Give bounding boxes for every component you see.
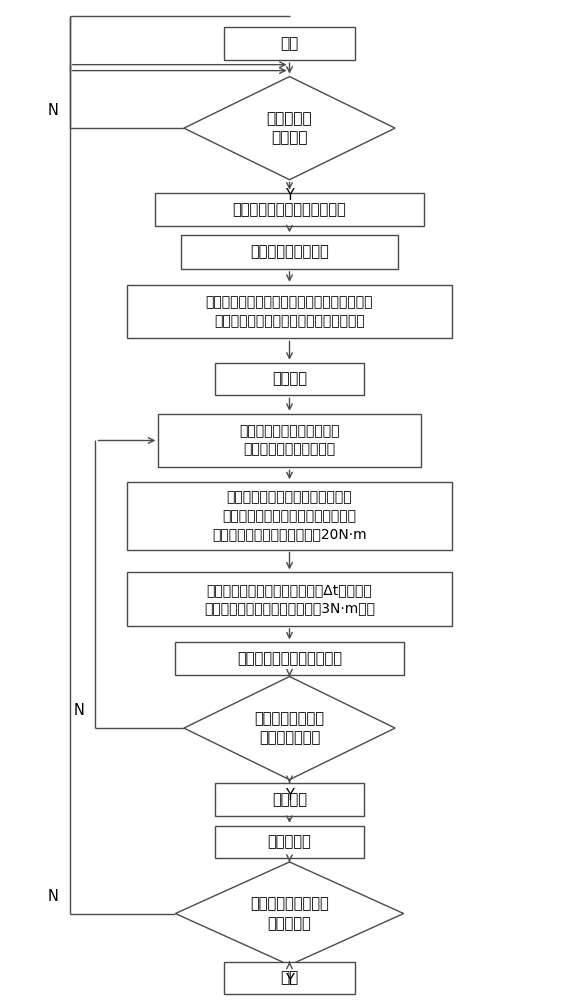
- FancyBboxPatch shape: [224, 962, 355, 994]
- FancyBboxPatch shape: [215, 826, 364, 858]
- FancyBboxPatch shape: [158, 414, 421, 467]
- FancyBboxPatch shape: [181, 235, 398, 269]
- Text: Y: Y: [285, 188, 294, 203]
- FancyBboxPatch shape: [127, 482, 452, 550]
- FancyBboxPatch shape: [215, 363, 364, 395]
- FancyBboxPatch shape: [224, 27, 355, 60]
- Text: 结束: 结束: [280, 970, 299, 985]
- Text: 各系统是否
工作正常: 各系统是否 工作正常: [267, 111, 312, 146]
- Text: 改变全动平尾安装角到试验值: 改变全动平尾安装角到试验值: [233, 202, 346, 217]
- FancyBboxPatch shape: [175, 642, 404, 675]
- Polygon shape: [175, 862, 404, 965]
- Text: N: N: [47, 103, 58, 118]
- Text: 风洞停车: 风洞停车: [272, 792, 307, 807]
- Text: 采集零读数，并存盘: 采集零读数，并存盘: [250, 245, 329, 260]
- Polygon shape: [184, 677, 395, 780]
- Text: 操纵旋翼总距配平到给定垂向力系
数，配平过程中操纵旋翼周期变距使
桨毂俯仰力矩和滚转力矩小于20N·m: 操纵旋翼总距配平到给定垂向力系 数，配平过程中操纵旋翼周期变距使 桨毂俯仰力矩和…: [212, 490, 367, 541]
- Text: Y: Y: [285, 788, 294, 803]
- Text: Y: Y: [285, 973, 294, 988]
- Text: N: N: [73, 703, 84, 718]
- Text: N: N: [47, 889, 58, 904]
- Polygon shape: [184, 77, 395, 180]
- Text: 调节风速到给定试验值，操
纵主轴倾角到给定试验值: 调节风速到给定试验值，操 纵主轴倾角到给定试验值: [239, 424, 340, 457]
- FancyBboxPatch shape: [155, 193, 424, 226]
- FancyBboxPatch shape: [127, 572, 452, 626]
- Text: 风洞开车: 风洞开车: [272, 372, 307, 387]
- Text: 完成所有平尾安装角
下的试验点: 完成所有平尾安装角 下的试验点: [250, 896, 329, 931]
- Text: 采集数据，处理并输出结果: 采集数据，处理并输出结果: [237, 651, 342, 666]
- Text: 完成该平尾安装角
下的所有试验点: 完成该平尾安装角 下的所有试验点: [255, 711, 324, 745]
- FancyBboxPatch shape: [215, 783, 364, 816]
- Text: 旋翼台停车: 旋翼台停车: [267, 835, 312, 850]
- Text: 启动试验台，在总距角和周期变距角为零的状
态下，将旋翼转速升到工作转速安全运行: 启动试验台，在总距角和周期变距角为零的状 态下，将旋翼转速升到工作转速安全运行: [206, 295, 373, 328]
- FancyBboxPatch shape: [127, 285, 452, 338]
- Text: 配平到指定试验值经过稳定时间Δt后，须将
桨毂俯仰力矩和滚转力矩控制在3N·m以内: 配平到指定试验值经过稳定时间Δt后，须将 桨毂俯仰力矩和滚转力矩控制在3N·m以…: [204, 583, 375, 615]
- Text: 开始: 开始: [280, 36, 299, 51]
